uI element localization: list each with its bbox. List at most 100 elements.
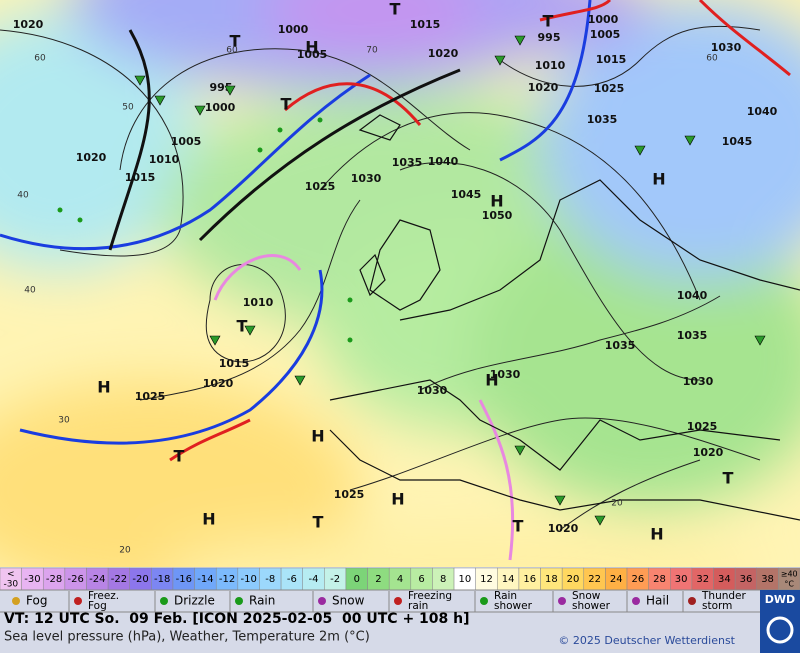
isobar-label: 1015 [125, 171, 156, 184]
isobar-label: 1035 [392, 156, 423, 169]
scale-label: 6 [418, 574, 424, 585]
weather-symbol [57, 207, 63, 213]
scale-label: 26 [631, 574, 644, 585]
legend-label: storm [702, 600, 732, 612]
isobar-label: 1045 [722, 135, 753, 148]
pressure-center: H [490, 192, 503, 211]
scale-label: -14 [197, 574, 213, 585]
pressure-center: H [305, 38, 318, 57]
scale-label: -18 [154, 574, 170, 585]
weather-icon [12, 597, 20, 605]
isobar-label: 1010 [535, 59, 566, 72]
temperature-label: 60 [706, 54, 718, 64]
scale-label: -22 [111, 574, 127, 585]
isobar-label: 1035 [605, 339, 636, 352]
isobar-label: 1005 [590, 28, 621, 41]
temperature-label: 40 [24, 286, 36, 296]
scale-label: -24 [89, 574, 105, 585]
scale-label: -12 [219, 574, 235, 585]
scale-label: 28 [653, 574, 666, 585]
weather-icon [318, 597, 326, 605]
weather-icon [160, 597, 168, 605]
scale-label: -6 [287, 574, 297, 585]
isobar-label: 1035 [677, 329, 708, 342]
valid-time: VT: 12 UTC So. 09 Feb. [ICON 2025-02-05 … [4, 611, 470, 627]
isobar-label: 1030 [490, 368, 521, 381]
isobar-label: 1025 [687, 420, 718, 433]
temperature-label: 60 [34, 54, 46, 64]
scale-label: < [7, 570, 15, 580]
isobar-label: 1005 [297, 48, 328, 61]
weather-icon [235, 597, 243, 605]
scale-label: -2 [330, 574, 340, 585]
fronts [0, 0, 791, 561]
scale-label: 20 [567, 574, 580, 585]
scale-label: -8 [265, 574, 275, 585]
scale-label: -4 [309, 574, 319, 585]
legend-label: Thunder [701, 590, 747, 602]
weather-symbol [277, 127, 283, 133]
legend-label: Freez. [88, 590, 119, 602]
weather-icon [688, 597, 696, 605]
isobar-label: 995 [210, 81, 233, 94]
isobar-label: 1020 [203, 377, 234, 390]
scale-label: -16 [176, 574, 192, 585]
legend-label: Fog [88, 600, 107, 612]
weather-symbol [154, 95, 166, 106]
scale-label: 18 [545, 574, 558, 585]
temperature-label: 30 [58, 416, 70, 426]
description: Sea level pressure (hPa), Weather, Tempe… [4, 630, 370, 645]
pressure-center: T [230, 32, 241, 51]
isobar-label: 1045 [451, 188, 482, 201]
legend-label: Rain [494, 590, 517, 602]
scale-label: 34 [718, 574, 731, 585]
scale-label: 8 [440, 574, 446, 585]
temperature-label: 40 [17, 191, 29, 201]
legend-label: rain [408, 600, 428, 612]
isobar-label: 1035 [587, 113, 618, 126]
isobar-label: 1020 [528, 81, 559, 94]
scale-label: -30 [24, 574, 40, 585]
legend-label: Rain [249, 594, 275, 608]
pressure-center: T [543, 12, 554, 31]
pressure-center: H [391, 490, 404, 509]
scale-label: 0 [354, 574, 360, 585]
isobar-label: 1010 [149, 153, 180, 166]
pressure-center: T [390, 0, 401, 19]
logo-mark [766, 616, 794, 644]
legend-label: Fog [26, 594, 47, 608]
temperature-label: 20 [119, 546, 131, 556]
isobar-label: 1010 [243, 296, 274, 309]
temperature-label: 50 [122, 103, 134, 113]
scale-label: 4 [397, 574, 403, 585]
legend-label: Freezing [408, 590, 452, 602]
scale-label: ≥40 [781, 570, 798, 579]
legend-label: shower [572, 600, 611, 612]
scale-label: 16 [523, 574, 536, 585]
legend-label: Drizzle [174, 594, 215, 608]
scale-label: 12 [480, 574, 493, 585]
isobar-label: 995 [538, 31, 561, 44]
isobar-label: 1040 [428, 155, 459, 168]
weather-icon [558, 597, 566, 605]
pressure-center: H [202, 510, 215, 529]
weather-symbol [494, 55, 506, 66]
temperature-label: 20 [611, 499, 623, 509]
weather-symbol [209, 335, 221, 346]
isobar-label: 1030 [417, 384, 448, 397]
isobar-label: 1000 [278, 23, 309, 36]
scale-label: 30 [675, 574, 688, 585]
weather-symbol [634, 145, 646, 156]
scale-label: -28 [46, 574, 62, 585]
isobar-label: 1000 [205, 101, 236, 114]
weather-symbol [257, 147, 263, 153]
pressure-center: T [174, 447, 185, 466]
weather-icon [632, 597, 640, 605]
scale-label: 10 [458, 574, 471, 585]
isobar-label: 1000 [588, 13, 619, 26]
pressure-center: H [97, 378, 110, 397]
pressure-center: H [650, 525, 663, 544]
weather-icon [74, 597, 82, 605]
isobar-label: 1020 [428, 47, 459, 60]
